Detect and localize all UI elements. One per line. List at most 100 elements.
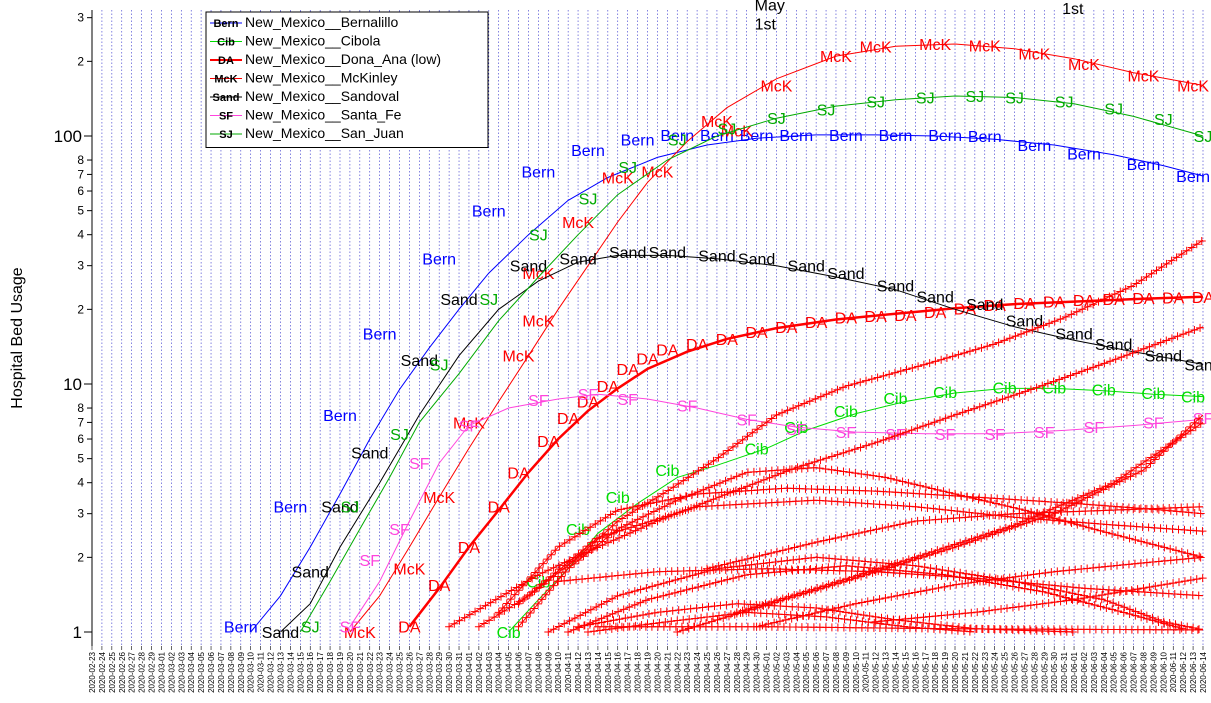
data-point-cross [937,620,946,629]
annotations: May1stJun1st [755,0,1084,34]
data-point-cross [613,624,622,633]
x-tick-label: 2020-02-27 [128,651,137,692]
data-point-cross [862,376,871,385]
data-point-cross [1047,568,1056,577]
data-point-cross [1189,550,1198,559]
data-point-cross [1196,419,1205,428]
x-tick-label: 2020-05-02 [772,651,781,692]
data-point-cross [655,514,664,523]
data-point-cross [1035,569,1044,578]
data-point-cross [775,617,784,626]
data-point-cross [1152,266,1161,275]
data-point-cross [1181,430,1190,439]
data-point-cross [754,478,763,487]
data-point-cross [966,624,975,633]
data-point-cross [875,472,884,481]
data-point-cross [1178,555,1187,564]
data-point-cross [1118,560,1127,569]
data-point-cross [560,576,569,585]
data-point-cross [486,598,495,607]
data-point-cross [954,350,963,359]
data-point-cross [1122,470,1131,479]
data-point-cross [834,603,843,612]
data-point-cross [544,628,553,636]
data-point-label: DA [488,500,511,517]
data-point-label: DA [577,395,600,412]
data-point-cross [1073,493,1082,502]
data-point-cross [694,466,703,475]
data-point-cross [455,616,464,625]
data-point-cross [865,611,874,620]
x-tick-label: 2020-03-12 [267,651,276,692]
data-point-cross [596,573,605,582]
data-point-cross [1121,284,1130,293]
data-point-cross [940,582,949,591]
x-tick-label: 2020-03-28 [425,651,434,692]
data-point-cross [757,421,766,430]
x-tick-label: 2020-05-04 [792,651,801,692]
data-point-cross [813,537,822,546]
x-tick-label: 2020-03-07 [217,651,226,692]
data-point-cross [731,486,740,495]
data-point-cross [1050,317,1059,326]
data-point-cross [576,611,585,620]
data-point-label: McK [760,78,792,95]
x-tick-label: 2020-06-01 [1070,651,1079,692]
data-point-label: Bern [571,143,605,160]
data-point-cross [997,605,1006,614]
x-tick-label: 2020-06-05 [1110,651,1119,692]
data-point-label: McK [453,415,485,432]
data-point-cross [622,520,631,529]
data-point-label: Bern [224,620,258,637]
data-point-cross [784,544,793,553]
data-point-cross [1001,523,1010,532]
data-point-cross [625,603,634,612]
data-point-cross [1184,328,1193,337]
data-point-label: DA [686,337,709,354]
data-point-cross [710,602,719,611]
data-point-cross [805,397,814,406]
data-point-label: DA [617,362,640,379]
data-point-cross [931,357,940,366]
data-point-cross [608,521,617,530]
data-point-cross [1102,603,1111,612]
data-point-cross [569,625,578,634]
data-point-cross [1051,581,1060,590]
data-point-cross [990,527,999,536]
data-point-cross [619,590,628,599]
x-tick-label: 2020-03-24 [386,651,395,692]
data-point-cross [723,575,732,584]
data-point-cross [856,378,865,387]
data-point-label: SF [459,419,480,436]
data-point-cross [621,614,630,623]
data-point-label: Sand [292,565,329,582]
data-point-cross [1130,559,1139,568]
data-point-cross [1178,507,1187,516]
data-point-cross [628,518,637,527]
data-point-cross [805,610,814,619]
data-point-cross [812,604,821,613]
data-point-label: SF [677,398,698,415]
data-point-cross [831,554,840,563]
data-point-cross [713,615,722,624]
data-point-cross [618,514,627,523]
data-point-cross [965,347,974,356]
y-tick-label: 8 [77,401,84,415]
x-tick-label: 2020-03-21 [356,651,365,692]
data-point-cross [565,616,574,625]
data-point-cross [918,422,927,431]
x-tick-label: 2020-04-01 [465,651,474,692]
y-tick-label: 7 [77,415,84,429]
data-point-cross [1004,393,1013,402]
data-point-cross [974,495,983,504]
data-point-label: Sand [1006,314,1043,331]
data-point-cross [609,616,618,625]
data-point-cross [1050,590,1059,599]
data-point-cross [1132,279,1141,288]
data-point-label: SJ [618,160,637,177]
data-point-cross [574,622,583,631]
data-point-cross [1096,602,1105,611]
data-point-cross [677,574,686,583]
data-point-cross [846,615,855,624]
